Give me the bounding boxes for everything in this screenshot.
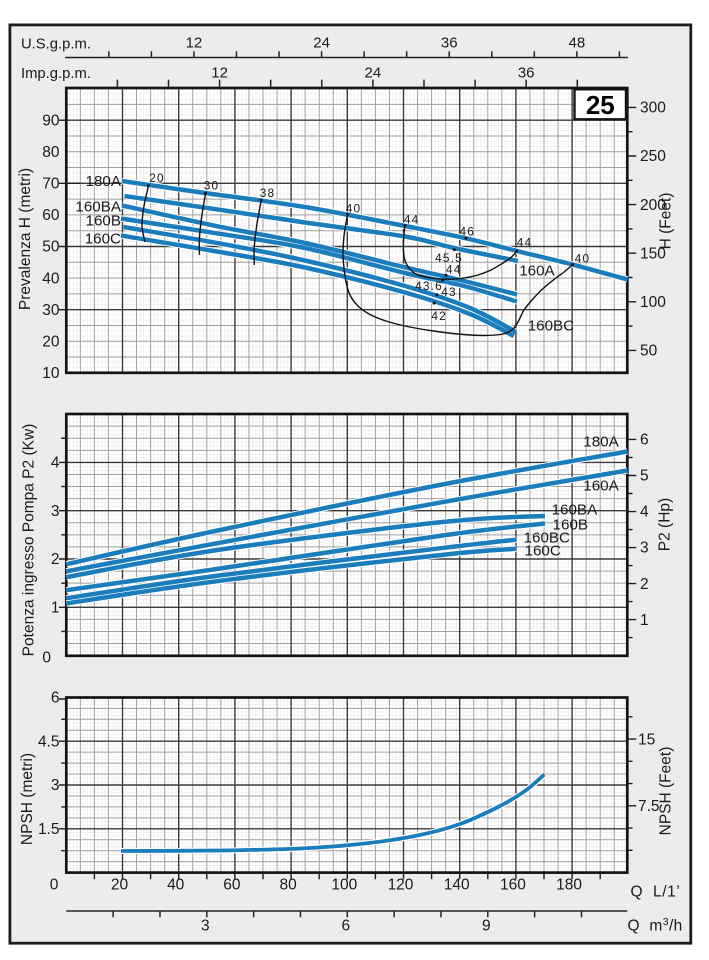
svg-text:Q m3/h: Q m3/h xyxy=(628,916,683,935)
svg-text:160A: 160A xyxy=(583,478,619,495)
svg-text:160A: 160A xyxy=(519,262,555,279)
svg-text:180: 180 xyxy=(556,877,582,894)
svg-text:15: 15 xyxy=(638,731,655,748)
svg-text:NPSH (metri): NPSH (metri) xyxy=(19,753,36,845)
svg-text:160BC: 160BC xyxy=(528,318,574,335)
svg-text:44: 44 xyxy=(446,263,462,277)
svg-text:7.5: 7.5 xyxy=(638,798,660,815)
svg-text:60: 60 xyxy=(223,877,241,894)
svg-text:5: 5 xyxy=(640,468,649,485)
svg-text:3: 3 xyxy=(51,777,60,794)
svg-text:200: 200 xyxy=(640,197,666,214)
svg-text:46: 46 xyxy=(460,224,476,238)
svg-text:43.6: 43.6 xyxy=(415,279,443,293)
svg-text:50: 50 xyxy=(42,239,60,256)
svg-text:180A: 180A xyxy=(86,173,122,190)
svg-text:6: 6 xyxy=(51,690,60,707)
svg-text:24: 24 xyxy=(365,65,382,82)
svg-text:42: 42 xyxy=(431,309,447,323)
svg-text:25: 25 xyxy=(586,90,615,120)
svg-text:100: 100 xyxy=(640,294,666,311)
svg-text:43: 43 xyxy=(441,285,457,299)
svg-text:4.5: 4.5 xyxy=(38,733,60,750)
svg-text:180A: 180A xyxy=(583,434,619,451)
svg-text:Imp.g.p.m.: Imp.g.p.m. xyxy=(21,66,91,82)
svg-text:4: 4 xyxy=(51,455,60,472)
svg-text:Prevalenza H (metri): Prevalenza H (metri) xyxy=(17,168,34,310)
svg-text:48: 48 xyxy=(569,35,586,52)
svg-text:30: 30 xyxy=(204,179,220,193)
svg-text:160B: 160B xyxy=(553,516,588,533)
svg-text:Potenza ingresso Pompa P2 (Kw): Potenza ingresso Pompa P2 (Kw) xyxy=(21,424,38,657)
svg-text:0: 0 xyxy=(42,649,51,666)
svg-text:9: 9 xyxy=(482,918,491,935)
svg-text:44: 44 xyxy=(404,213,420,227)
svg-text:NPSH (Feet): NPSH (Feet) xyxy=(658,747,675,836)
svg-text:90: 90 xyxy=(42,112,60,129)
svg-text:45.5: 45.5 xyxy=(435,251,463,265)
svg-text:20: 20 xyxy=(42,333,60,350)
svg-text:80: 80 xyxy=(279,877,297,894)
svg-text:160C: 160C xyxy=(525,542,561,559)
svg-text:44: 44 xyxy=(517,236,533,250)
svg-text:10: 10 xyxy=(42,365,60,382)
svg-text:1: 1 xyxy=(51,600,60,617)
svg-text:0: 0 xyxy=(50,877,59,894)
svg-text:12: 12 xyxy=(186,35,203,52)
svg-text:38: 38 xyxy=(260,186,276,200)
svg-text:6: 6 xyxy=(640,432,649,449)
svg-text:140: 140 xyxy=(444,877,470,894)
svg-text:160BC: 160BC xyxy=(524,529,570,546)
svg-text:50: 50 xyxy=(640,343,658,360)
svg-text:80: 80 xyxy=(42,144,60,161)
svg-text:12: 12 xyxy=(211,65,228,82)
svg-text:H (Feet): H (Feet) xyxy=(658,193,675,250)
svg-text:120: 120 xyxy=(388,877,414,894)
svg-text:160: 160 xyxy=(500,877,526,894)
svg-text:100: 100 xyxy=(331,877,357,894)
svg-text:250: 250 xyxy=(640,148,666,165)
svg-text:1.5: 1.5 xyxy=(38,821,60,838)
svg-text:2: 2 xyxy=(51,551,60,568)
svg-text:160BA: 160BA xyxy=(75,198,121,215)
svg-text:20: 20 xyxy=(149,171,165,185)
svg-text:60: 60 xyxy=(42,207,60,224)
svg-text:20: 20 xyxy=(111,877,129,894)
svg-text:36: 36 xyxy=(441,35,458,52)
svg-text:3: 3 xyxy=(51,503,60,520)
svg-text:3: 3 xyxy=(201,918,210,935)
svg-text:1: 1 xyxy=(640,612,649,629)
svg-text:40: 40 xyxy=(42,270,60,287)
svg-text:70: 70 xyxy=(42,176,60,193)
svg-text:36: 36 xyxy=(518,65,535,82)
svg-text:160BA: 160BA xyxy=(552,502,598,519)
svg-text:U.S.g.p.m.: U.S.g.p.m. xyxy=(21,37,91,53)
svg-text:6: 6 xyxy=(341,918,350,935)
svg-text:150: 150 xyxy=(640,245,666,262)
svg-text:300: 300 xyxy=(640,100,666,117)
svg-text:30: 30 xyxy=(42,302,60,319)
svg-text:2: 2 xyxy=(640,576,649,593)
svg-text:24: 24 xyxy=(313,35,330,52)
svg-text:160C: 160C xyxy=(85,230,121,247)
svg-text:40: 40 xyxy=(167,877,185,894)
svg-text:3: 3 xyxy=(640,540,649,557)
svg-text:40: 40 xyxy=(346,201,362,215)
svg-text:40: 40 xyxy=(575,251,591,265)
svg-text:P2 (Hp): P2 (Hp) xyxy=(657,498,674,551)
svg-text:160B: 160B xyxy=(86,213,121,230)
svg-text:4: 4 xyxy=(640,504,649,521)
svg-text:Q L/1’: Q L/1’ xyxy=(631,884,681,901)
